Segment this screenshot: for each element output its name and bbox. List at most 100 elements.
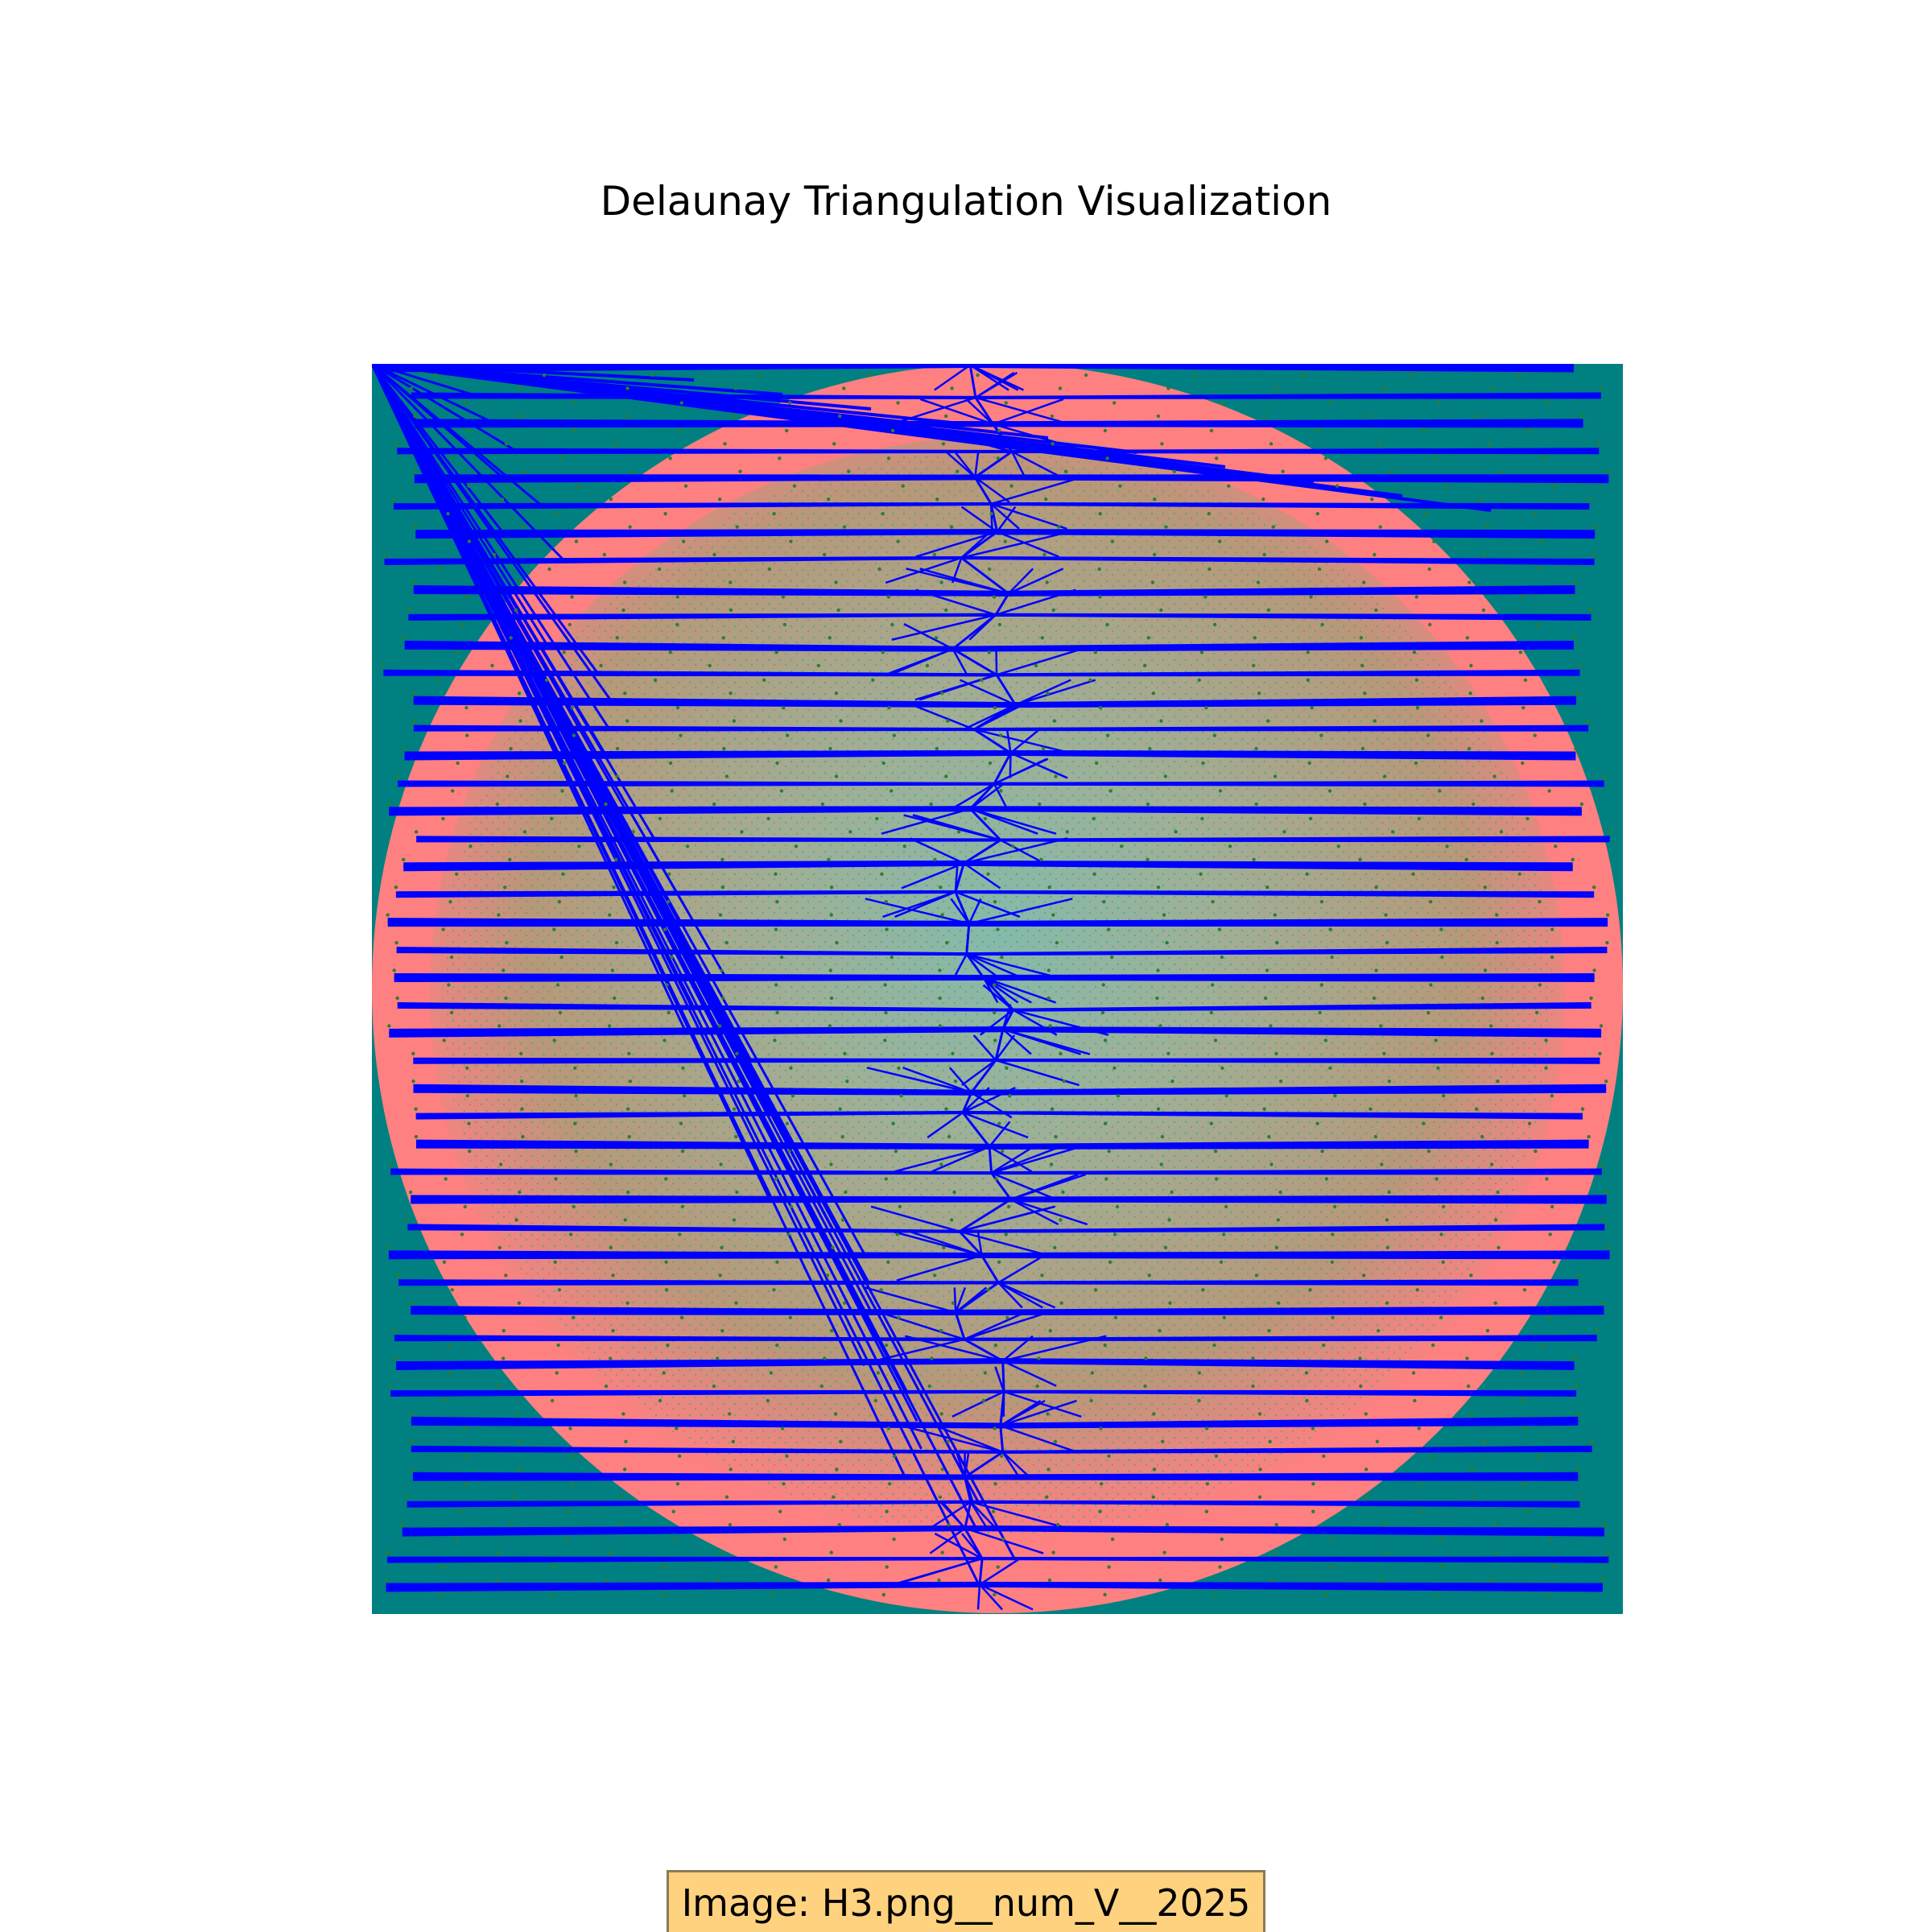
triangulation-vertex: [1468, 691, 1472, 696]
triangulation-vertex: [1052, 719, 1056, 723]
triangulation-edge: [964, 1451, 1004, 1479]
triangulation-vertex: [557, 900, 561, 904]
triangulation-vertex: [716, 1356, 720, 1360]
triangulation-vertex: [1061, 1190, 1065, 1195]
triangulation-vertex: [1488, 442, 1492, 446]
triangulation-edge: [931, 1146, 990, 1173]
triangulation-edge: [975, 396, 1065, 424]
triangulation-vertex: [660, 1592, 665, 1597]
triangulation-vertex: [1496, 1080, 1500, 1084]
triangulation-edge: [953, 1287, 957, 1313]
triangulation-vertex: [455, 1537, 459, 1542]
triangulation-vertex: [1046, 968, 1051, 972]
triangulation-vertex: [1101, 983, 1105, 987]
triangulation-edge: [976, 1584, 981, 1610]
triangulation-vertex: [568, 622, 572, 627]
triangulation-edge: [934, 364, 971, 391]
triangulation-vertex: [1438, 789, 1442, 793]
triangulation-edge: [997, 1282, 1056, 1309]
triangulation-vertex: [1164, 525, 1168, 529]
triangulation-edge: [973, 704, 1017, 731]
triangulation-vertex: [708, 663, 712, 667]
triangulation-vertex: [490, 663, 494, 667]
triangulation-vertex: [944, 1107, 948, 1111]
triangulation-vertex: [981, 1398, 985, 1403]
triangulation-vertex: [394, 940, 398, 945]
triangulation-vertex: [544, 678, 549, 682]
triangulation-vertex: [987, 567, 992, 572]
triangulation-vertex: [396, 1274, 401, 1278]
triangulation-vertex: [1368, 414, 1373, 419]
triangulation-vertex: [1574, 691, 1579, 696]
triangulation-edge: [372, 364, 923, 1450]
triangulation-vertex: [993, 1343, 998, 1348]
triangulation-vertex: [520, 1107, 524, 1111]
triangulation-vertex: [1262, 1107, 1266, 1111]
triangulation-vertex: [442, 1260, 447, 1265]
triangulation-edge: [969, 1501, 987, 1528]
triangulation-vertex: [1483, 968, 1488, 972]
triangulation-vertex: [980, 678, 984, 682]
triangulation-vertex: [1046, 691, 1050, 696]
triangulation-vertex: [1578, 663, 1582, 667]
triangulation-edge: [1003, 1390, 1082, 1418]
triangulation-vertex: [1152, 1468, 1157, 1472]
triangulation-vertex: [456, 761, 460, 766]
triangulation-vertex: [394, 886, 398, 890]
triangulation-vertex: [1439, 927, 1443, 931]
triangulation-edge: [963, 839, 1001, 865]
triangulation-vertex: [1465, 1356, 1469, 1360]
triangulation-vertex: [609, 1356, 613, 1360]
triangulation-vertex: [1550, 955, 1554, 960]
triangulation-vertex: [1000, 1454, 1004, 1459]
triangulation-edge: [372, 364, 980, 1533]
triangulation-edge: [969, 364, 1024, 391]
triangulation-vertex: [570, 1482, 574, 1486]
triangulation-edge: [913, 814, 1001, 841]
triangulation-edge: [372, 364, 906, 1477]
triangulation-edge: [956, 1309, 1604, 1315]
triangulation-vertex: [732, 1218, 737, 1222]
triangulation-vertex: [885, 1509, 889, 1513]
triangulation-vertex: [1220, 401, 1224, 405]
triangulation-edge: [901, 862, 964, 890]
triangulation-vertex: [729, 608, 733, 613]
triangulation-vertex: [1040, 636, 1044, 640]
triangulation-vertex: [937, 1578, 941, 1583]
triangulation-vertex: [1436, 1066, 1440, 1070]
triangulation-vertex: [883, 1038, 887, 1042]
triangulation-vertex: [1045, 1495, 1049, 1499]
triangulation-vertex: [631, 830, 635, 834]
triangulation-edge: [961, 1112, 991, 1148]
triangulation-vertex: [552, 1038, 556, 1042]
triangulation-vertex: [1147, 1274, 1151, 1278]
triangulation-edge: [396, 1358, 1003, 1371]
triangulation-vertex: [1434, 1038, 1439, 1042]
triangulation-edge: [981, 1253, 1610, 1260]
triangulation-edge: [372, 364, 495, 425]
triangulation-edge: [989, 503, 999, 532]
caption-box: Image: H3.png__num_V__2025: [667, 1870, 1265, 1932]
triangulation-vertex: [1429, 900, 1433, 904]
triangulation-vertex: [890, 428, 895, 433]
triangulation-vertex: [1305, 1398, 1309, 1403]
triangulation-vertex: [1118, 484, 1122, 488]
triangulation-vertex: [1146, 857, 1150, 861]
triangulation-vertex: [666, 1343, 670, 1348]
triangulation-vertex: [392, 968, 396, 972]
triangulation-vertex: [496, 1384, 501, 1389]
triangulation-edge: [990, 1147, 1032, 1174]
triangulation-vertex: [1170, 1190, 1174, 1195]
triangulation-vertex: [1579, 802, 1584, 807]
triangulation-vertex: [1113, 1232, 1117, 1236]
triangulation-vertex: [1098, 1509, 1102, 1513]
triangulation-edge: [968, 898, 1073, 925]
triangulation-vertex: [1214, 1454, 1219, 1459]
triangulation-vertex: [1308, 816, 1313, 821]
triangulation-vertex: [663, 1038, 667, 1042]
triangulation-vertex: [1603, 1218, 1607, 1222]
triangulation-vertex: [1098, 512, 1102, 516]
triangulation-vertex: [449, 955, 454, 960]
triangulation-vertex: [1152, 552, 1157, 557]
triangulation-edge: [968, 898, 982, 924]
